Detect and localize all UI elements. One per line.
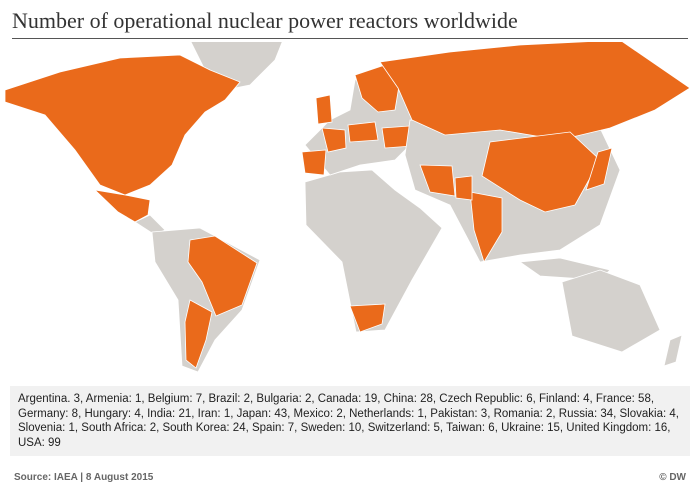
china <box>481 131 601 213</box>
south-africa <box>349 303 386 333</box>
canada-usa <box>4 54 241 196</box>
source: Source: IAEA | 8 August 2015 <box>14 472 154 483</box>
france <box>321 127 347 153</box>
central-america <box>134 214 166 236</box>
uk <box>315 94 333 125</box>
japan <box>585 147 613 191</box>
argentina <box>184 299 213 369</box>
iran <box>419 164 456 197</box>
spain <box>301 149 327 176</box>
pakistan <box>454 175 473 201</box>
brazil <box>187 235 258 317</box>
india <box>469 191 503 263</box>
mexico <box>93 189 151 223</box>
title: Number of operational nuclear power reac… <box>12 8 518 33</box>
new-zealand <box>663 334 683 367</box>
credit: © DW <box>659 472 686 483</box>
australia <box>561 269 661 353</box>
world-map <box>4 42 691 373</box>
russia <box>379 42 691 141</box>
central-europe <box>347 121 379 143</box>
title-rule <box>12 38 688 39</box>
country-list: Argentina. 3, Armenia: 1, Belgium: 7, Br… <box>10 386 690 456</box>
africa <box>304 169 443 333</box>
